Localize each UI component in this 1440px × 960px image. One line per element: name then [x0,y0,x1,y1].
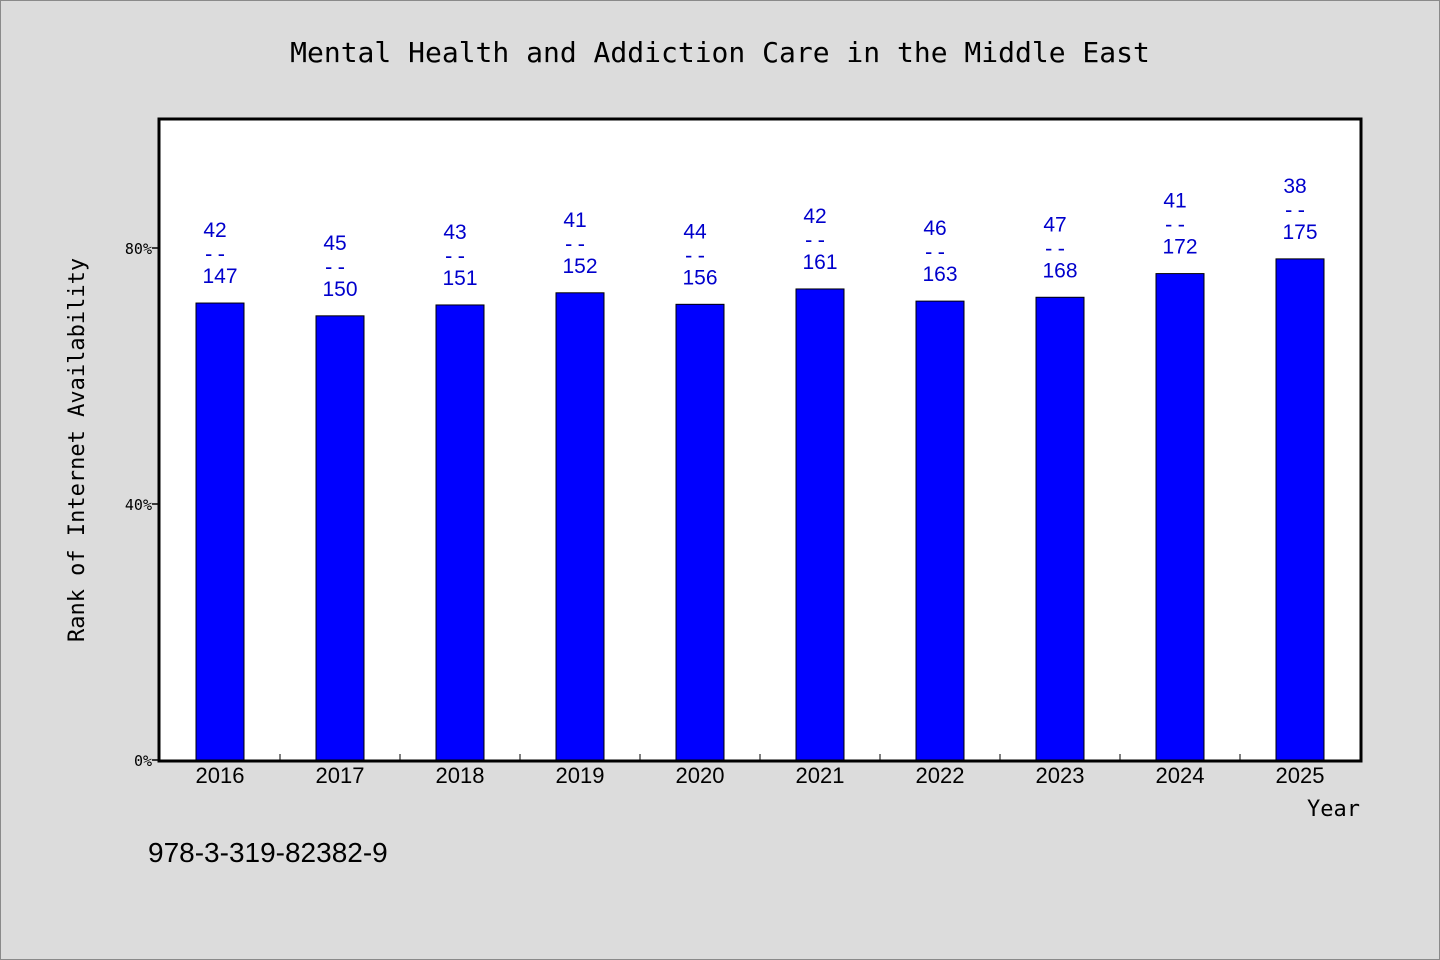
data-label-separator: -- [322,255,347,279]
bar [195,302,245,761]
data-label-bottom: 168 [1042,259,1077,282]
x-tick-label: 2021 [796,763,845,788]
data-label-bottom: 151 [442,267,477,290]
data-label-top: 42 [203,219,226,242]
data-label-separator: -- [442,244,467,268]
x-tick-label: 2016 [196,763,245,788]
x-tick-label: 2024 [1156,763,1205,788]
data-label-separator: -- [562,232,587,256]
data-label-top: 42 [803,205,826,228]
x-axis-label: Year [1307,797,1360,822]
data-label-separator: -- [802,228,827,252]
bar [675,303,725,761]
data-label-bottom: 172 [1162,236,1197,259]
data-label-separator: -- [1042,236,1067,260]
x-tick-label: 2017 [316,763,365,788]
x-tick-label: 2025 [1276,763,1325,788]
y-tick-label: 80% [125,240,152,258]
data-label-top: 45 [323,232,346,255]
bars-group [195,258,1325,761]
x-tick-label: 2023 [1036,763,1085,788]
data-label-separator: -- [682,243,707,267]
x-axis-ticks: 2016 2017 2018 2019 2020 2021 2022 2023 2024 2025 [196,754,1325,788]
y-tick-label: 40% [125,496,152,514]
data-label-bottom: 175 [1282,221,1317,244]
x-tick-label: 2022 [916,763,965,788]
bar [1275,258,1325,761]
chart-title: Mental Health and Addiction Care in the … [290,36,1150,69]
data-label-separator: -- [202,242,227,266]
data-label-top: 41 [563,209,586,232]
data-label-top: 46 [923,217,946,240]
data-label-top: 47 [1043,213,1066,236]
data-label-bottom: 161 [802,251,837,274]
data-label-bottom: 152 [562,255,597,278]
bar [315,315,365,761]
y-axis-label: Rank of Internet Availability [65,258,90,642]
data-label-separator: -- [1282,198,1307,222]
bar [1035,296,1085,761]
bar [915,300,965,761]
data-label-separator: -- [922,240,947,264]
bar [435,304,485,761]
y-tick-label: 0% [134,752,152,770]
data-label-top: 41 [1163,190,1186,213]
data-label-top: 43 [443,221,466,244]
x-tick-label: 2018 [436,763,485,788]
data-label-top: 38 [1283,175,1306,198]
isbn-footnote: 978-3-319-82382-9 [148,837,388,868]
bar [1155,273,1205,761]
data-label-top: 44 [683,220,707,243]
data-label-bottom: 150 [322,278,357,301]
x-tick-label: 2019 [556,763,605,788]
data-label-bottom: 156 [682,266,717,289]
data-label-bottom: 163 [922,263,957,286]
data-labels-group: 42--14745--15043--15141--15244--15642--1… [202,175,1317,301]
data-label-separator: -- [1162,213,1187,237]
data-label-bottom: 147 [202,265,237,288]
bar [555,292,605,761]
x-tick-label: 2020 [676,763,725,788]
y-axis-ticks: 0% 40% 80% [125,240,160,770]
bar [795,288,845,761]
